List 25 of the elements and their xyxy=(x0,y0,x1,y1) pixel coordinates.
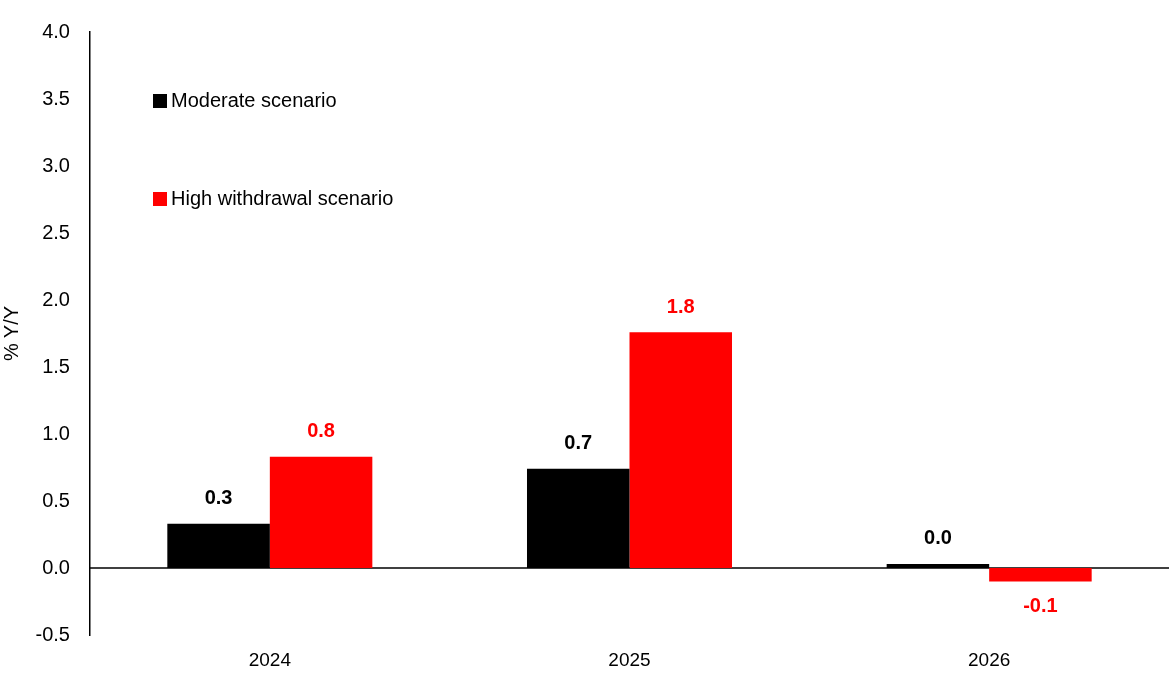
y-tick-label: 0.0 xyxy=(42,555,70,578)
y-tick-label: 1.5 xyxy=(42,354,70,377)
data-label: 0.0 xyxy=(924,526,952,549)
y-tick-label: 2.5 xyxy=(42,220,70,243)
y-axis-title: % Y/Y xyxy=(0,305,22,362)
x-tick-label: 2025 xyxy=(608,648,651,670)
y-tick-label: 3.5 xyxy=(42,86,70,109)
legend-label: Moderate scenario xyxy=(171,88,337,111)
y-tick-label: 0.5 xyxy=(42,488,70,511)
bar xyxy=(269,456,373,568)
bar xyxy=(629,332,733,568)
bar xyxy=(989,568,1092,582)
data-label: 0.3 xyxy=(204,486,233,509)
y-tick-label: 1.0 xyxy=(42,421,70,444)
y-tick-label: -0.5 xyxy=(35,622,70,645)
data-label: 0.7 xyxy=(564,431,593,454)
y-tick-label: 3.0 xyxy=(42,153,70,176)
data-label: -0.1 xyxy=(1023,593,1058,616)
y-tick-label: 4.0 xyxy=(42,19,70,42)
x-tick-label: 2026 xyxy=(968,648,1011,670)
legend-label: High withdrawal scenario xyxy=(171,186,394,209)
x-tick-label: 2024 xyxy=(248,648,292,670)
y-tick-label: 2.0 xyxy=(42,287,70,310)
data-label: 0.8 xyxy=(307,419,335,442)
data-label: 1.8 xyxy=(666,294,695,317)
